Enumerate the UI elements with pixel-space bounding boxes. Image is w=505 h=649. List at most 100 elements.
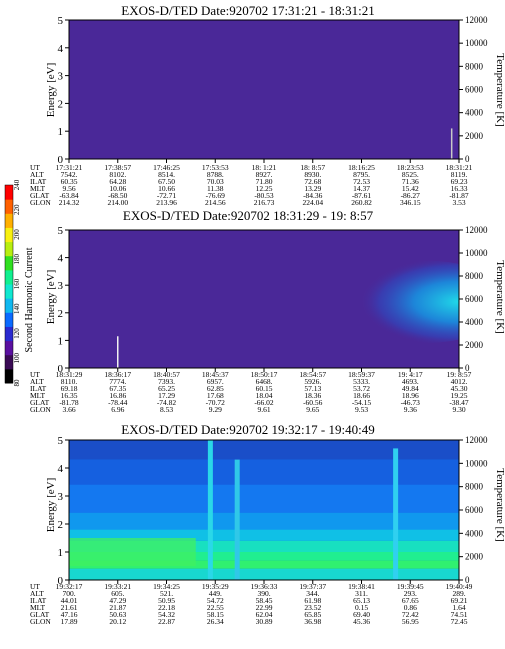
data-spike bbox=[117, 336, 119, 368]
row-value: 23.52 bbox=[304, 603, 321, 612]
row-value: 22.99 bbox=[256, 603, 273, 612]
row-value: 605. bbox=[111, 589, 124, 598]
y-tick-label: 4 bbox=[58, 43, 64, 55]
energy-band bbox=[69, 529, 459, 541]
row-value: 346.15 bbox=[400, 198, 421, 207]
y-tick-label: 3 bbox=[58, 491, 64, 503]
y-tick-label: 2 bbox=[58, 519, 64, 531]
colorbar: 80 100 120 140 160 180 200 220 240 Second Harmoni… bbox=[4, 179, 35, 387]
row-label-mlt: MLT bbox=[30, 603, 46, 612]
row-value: 62.85 bbox=[207, 384, 224, 393]
y-tick-label: 3 bbox=[58, 71, 64, 83]
row-value: -66.02 bbox=[254, 398, 274, 407]
row-value: 18:59:37 bbox=[348, 370, 375, 379]
colorbar-label: Second Harmonic Current bbox=[24, 247, 35, 352]
row-value: 22.18 bbox=[158, 603, 175, 612]
row-value: 9.56 bbox=[62, 184, 75, 193]
y2-tick-label: 4000 bbox=[465, 108, 484, 118]
row-value: 5926. bbox=[304, 377, 321, 386]
row-value: 49.84 bbox=[402, 384, 419, 393]
panel-1-ylabel: Energy [eV] bbox=[45, 63, 57, 117]
panel-2-title: EXOS-D/TED Date:920702 18:31:29 - 19: 8:… bbox=[123, 208, 374, 223]
data-spike bbox=[234, 459, 240, 580]
energy-band bbox=[69, 484, 459, 513]
row-value: 9.30 bbox=[452, 405, 465, 414]
row-value: 16.35 bbox=[61, 391, 78, 400]
row-value: 6468. bbox=[256, 377, 273, 386]
row-value: -46.73 bbox=[401, 398, 421, 407]
row-value: 8119. bbox=[451, 170, 468, 179]
row-label-ilat: ILAT bbox=[30, 177, 47, 186]
y2-tick-label: 0 bbox=[465, 363, 470, 373]
row-value: 17:46:25 bbox=[153, 163, 180, 172]
row-value: 18: 8:57 bbox=[300, 163, 325, 172]
row-value: 8110. bbox=[61, 377, 78, 386]
panel-3-y2label: Temperature [K] bbox=[494, 468, 505, 541]
colorbar-tick-label: 140 bbox=[13, 303, 21, 314]
row-value: -74.82 bbox=[157, 398, 177, 407]
row-value: 69.40 bbox=[353, 610, 370, 619]
row-value: 10.06 bbox=[109, 184, 126, 193]
row-value: 19:39:45 bbox=[397, 582, 424, 591]
row-value: -63.84 bbox=[59, 191, 79, 200]
colorbar-swatch bbox=[5, 269, 13, 285]
row-value: 11.38 bbox=[207, 184, 224, 193]
data-spike bbox=[393, 448, 399, 580]
row-value: 289. bbox=[452, 589, 465, 598]
panel-3-plot: 0 1 2 3 4 5 0 2000 4000 6000 8000 10000 12000 UT 19:32… bbox=[30, 435, 488, 626]
row-value: 65.13 bbox=[353, 596, 370, 605]
y2-tick-label: 12000 bbox=[465, 15, 488, 25]
row-value: -60.56 bbox=[303, 398, 323, 407]
row-value: 74.51 bbox=[451, 610, 468, 619]
row-value: 26.34 bbox=[207, 617, 224, 626]
row-value: 18.04 bbox=[256, 391, 273, 400]
row-value: 71.36 bbox=[402, 177, 419, 186]
y2-tick-label: 10000 bbox=[465, 38, 488, 48]
row-value: -78.44 bbox=[108, 398, 128, 407]
colorbar-tick-label: 160 bbox=[13, 278, 21, 289]
row-value: 14.37 bbox=[353, 184, 370, 193]
colorbar-tick-label: 180 bbox=[13, 254, 21, 265]
row-value: 19:32:17 bbox=[56, 582, 83, 591]
energy-band bbox=[69, 512, 459, 530]
row-label-ut: UT bbox=[30, 582, 40, 591]
colorbar-swatch bbox=[5, 368, 13, 384]
y2-tick-label: 12000 bbox=[465, 225, 488, 235]
y2-tick-label: 8000 bbox=[465, 61, 484, 71]
row-value: 72.42 bbox=[402, 610, 419, 619]
data-spike bbox=[207, 440, 213, 580]
row-value: 214.56 bbox=[205, 198, 226, 207]
row-value: 3.53 bbox=[452, 198, 465, 207]
energy-band bbox=[69, 552, 459, 561]
row-value: 21.61 bbox=[61, 603, 78, 612]
row-value: 20.12 bbox=[109, 617, 126, 626]
row-value: 61.98 bbox=[304, 596, 321, 605]
y-tick-label: 4 bbox=[58, 253, 64, 265]
row-value: 293. bbox=[404, 589, 417, 598]
row-value: 17.29 bbox=[158, 391, 175, 400]
row-label-alt: ALT bbox=[30, 589, 44, 598]
row-value: 16.86 bbox=[109, 391, 126, 400]
row-value: 18:31:21 bbox=[446, 163, 473, 172]
y-tick-label: 5 bbox=[58, 435, 64, 447]
row-value: 53.72 bbox=[353, 384, 370, 393]
row-value: 65.85 bbox=[304, 610, 321, 619]
y2-tick-label: 10000 bbox=[465, 248, 488, 258]
row-value: 72.53 bbox=[353, 177, 370, 186]
row-value: 54.72 bbox=[207, 596, 224, 605]
y-tick-label: 5 bbox=[58, 15, 64, 27]
row-value: 69.21 bbox=[451, 596, 468, 605]
row-value: 58.45 bbox=[256, 596, 273, 605]
row-value: 3.66 bbox=[62, 405, 75, 414]
row-value: 214.00 bbox=[107, 198, 128, 207]
row-value: 8102. bbox=[109, 170, 126, 179]
row-label-glat: GLAT bbox=[30, 610, 50, 619]
row-label-mlt: MLT bbox=[30, 391, 46, 400]
energy-band bbox=[69, 540, 459, 552]
row-value: 72.45 bbox=[451, 617, 468, 626]
colorbar-tick-label: 120 bbox=[13, 328, 21, 339]
y-tick-label: 0 bbox=[58, 154, 64, 166]
row-value: 8.53 bbox=[160, 405, 173, 414]
panel-1-plot: 0 1 2 3 4 5 0 2000 4000 6000 8000 10000 12000 UT 17:31… bbox=[30, 15, 488, 207]
colorbar-swatch bbox=[5, 241, 13, 257]
